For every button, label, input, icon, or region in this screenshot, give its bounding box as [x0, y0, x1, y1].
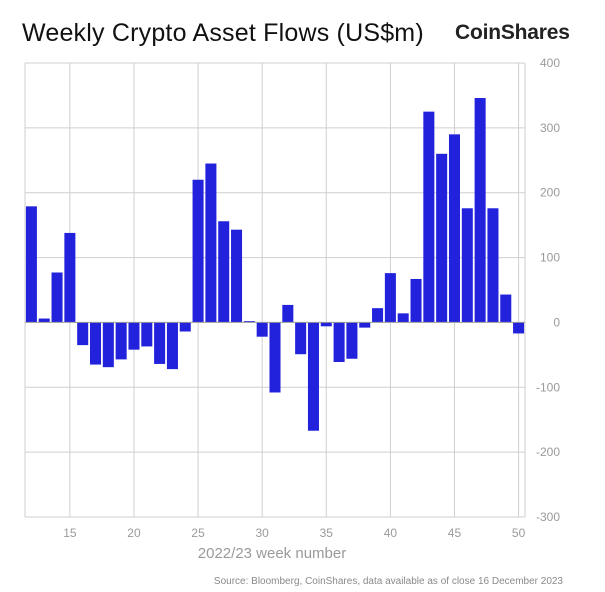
bar-week-27 — [218, 221, 230, 323]
bar-week-12 — [25, 206, 37, 323]
grid-layer — [24, 62, 526, 518]
x-tick-label: 50 — [512, 526, 526, 540]
x-tick-label: 20 — [127, 526, 141, 540]
y-tick-label: 200 — [540, 186, 560, 200]
y-tick-label: -100 — [536, 380, 560, 394]
bar-week-32 — [282, 304, 294, 323]
y-tick-label: 300 — [540, 121, 560, 135]
bar-week-19 — [115, 322, 127, 360]
bar-week-46 — [461, 208, 473, 323]
bar-week-22 — [154, 322, 166, 364]
bar-week-49 — [500, 294, 512, 323]
bar-week-31 — [269, 322, 281, 393]
bar-week-39 — [372, 308, 384, 323]
x-tick-label: 35 — [320, 526, 334, 540]
bar-week-28 — [231, 229, 243, 323]
bar-week-44 — [436, 153, 448, 323]
tick-labels-layer: -300 -200 -100 0 100 200 300 400 15 20 25 30 35 40 45 5… — [63, 56, 560, 562]
bar-week-20 — [128, 322, 140, 350]
bar-week-33 — [295, 322, 307, 355]
bar-week-14 — [51, 272, 63, 323]
bar-week-48 — [487, 208, 499, 323]
x-axis-title: 2022/23 week number — [198, 545, 346, 562]
bar-week-17 — [90, 322, 102, 365]
bar-week-29 — [243, 321, 255, 323]
bars-layer — [25, 98, 525, 431]
bar-week-43 — [423, 111, 435, 323]
brand-logo: CoinShares — [455, 21, 570, 44]
y-tick-label: -300 — [536, 510, 560, 524]
y-tick-label: 0 — [553, 315, 560, 329]
chart-title: Weekly Crypto Asset Flows (US$m) — [22, 19, 424, 47]
x-tick-label: 45 — [448, 526, 462, 540]
bar-week-50 — [513, 322, 525, 334]
source-note: Source: Bloomberg, CoinShares, data avai… — [213, 576, 563, 587]
x-tick-label: 30 — [255, 526, 269, 540]
bar-week-35 — [320, 322, 332, 327]
bar-week-30 — [256, 322, 268, 337]
bar-week-25 — [192, 179, 204, 323]
bar-week-26 — [205, 163, 217, 323]
y-tick-label: 400 — [540, 56, 560, 70]
bar-week-23 — [166, 322, 178, 370]
y-tick-label: 100 — [540, 251, 560, 265]
bar-week-45 — [448, 134, 460, 323]
x-tick-label: 15 — [63, 526, 77, 540]
x-tick-label: 40 — [384, 526, 398, 540]
bar-week-15 — [64, 232, 76, 323]
x-tick-label: 25 — [191, 526, 205, 540]
bar-week-21 — [141, 322, 153, 347]
bar-week-24 — [179, 322, 191, 332]
bar-week-18 — [102, 322, 114, 368]
bar-week-13 — [38, 318, 50, 323]
bar-week-40 — [384, 273, 396, 323]
bar-week-38 — [359, 322, 371, 328]
bar-week-47 — [474, 98, 486, 323]
bar-week-41 — [397, 313, 409, 323]
bar-week-36 — [333, 322, 345, 362]
bar-week-16 — [77, 322, 89, 346]
bar-week-37 — [346, 322, 358, 359]
y-tick-label: -200 — [536, 445, 560, 459]
bar-week-34 — [307, 322, 319, 431]
bar-week-42 — [410, 278, 422, 323]
